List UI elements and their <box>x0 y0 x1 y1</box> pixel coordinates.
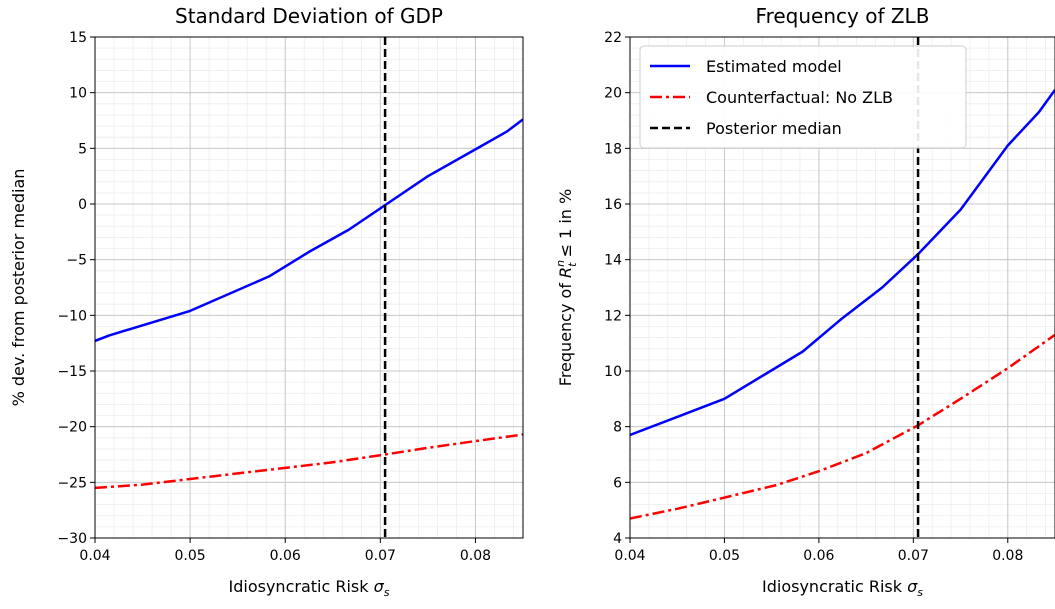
y-axis-label: % dev. from posterior median <box>9 169 28 407</box>
y-tick-label: 14 <box>604 253 622 269</box>
y-tick-label: 18 <box>604 141 622 157</box>
y-tick-label: 8 <box>613 420 622 436</box>
axes-frame <box>629 36 1055 539</box>
x-tick-label: 0.07 <box>365 548 396 564</box>
y-tick-label: −25 <box>57 475 87 491</box>
y-tick-label: 10 <box>69 86 87 102</box>
y-tick-label: 20 <box>604 86 622 102</box>
y-tick-label: 6 <box>613 475 622 491</box>
subplot-2: 0.04 0.05 0.06 0.07 0.08 4 6 8 10 12 14 16 18 20 22 Fre… <box>554 4 1055 599</box>
y-tick-label: −5 <box>66 253 87 269</box>
x-axis-label: Idiosyncratic Risk σs <box>229 577 390 599</box>
legend-label-1: Estimated model <box>706 57 842 76</box>
legend-label-2: Counterfactual: No ZLB <box>706 88 893 107</box>
y-tick-label: 4 <box>613 531 622 547</box>
series-line-2 <box>95 433 523 490</box>
series-line-1 <box>630 89 1055 437</box>
x-tick-label: 0.05 <box>709 548 740 564</box>
y-tick-label: 10 <box>604 364 622 380</box>
x-tick-label: 0.04 <box>614 548 645 564</box>
x-tick-label: 0.06 <box>270 548 301 564</box>
series-line-2 <box>630 333 1055 520</box>
y-tick-label: 22 <box>604 30 622 46</box>
plot-area <box>95 37 523 538</box>
axes-frame <box>94 36 524 539</box>
y-tick-label: −15 <box>57 364 87 380</box>
y-tick-label: −10 <box>57 308 87 324</box>
plot-area <box>630 37 1055 538</box>
y-tick-label: 16 <box>604 197 622 213</box>
y-tick-label: 0 <box>78 197 87 213</box>
x-tick-label: 0.07 <box>898 548 929 564</box>
x-tick-label: 0.04 <box>79 548 110 564</box>
x-axis-label: Idiosyncratic Risk σs <box>762 577 923 599</box>
legend-box <box>639 45 967 149</box>
y-tick-label: 12 <box>604 308 622 324</box>
series-line-1 <box>95 118 523 343</box>
x-tick-label: 0.05 <box>175 548 206 564</box>
legend: Estimated model Counterfactual: No ZLB Pos… <box>639 45 967 149</box>
chart-title: Standard Deviation of GDP <box>175 4 443 28</box>
legend-label-3: Posterior median <box>706 119 842 138</box>
subplot-1: 0.04 0.05 0.06 0.07 0.08 −30 −25 −20 −15 −10 −5 0 5 1… <box>9 4 524 599</box>
x-tick-label: 0.08 <box>992 548 1023 564</box>
y-tick-label: 15 <box>69 30 87 46</box>
y-axis-label: Frequency of Rnt ≤ 1 in % <box>554 189 579 386</box>
chart-title: Frequency of ZLB <box>756 4 930 28</box>
y-tick-label: −30 <box>57 531 87 547</box>
x-tick-label: 0.08 <box>460 548 491 564</box>
y-tick-label: −20 <box>57 420 87 436</box>
y-tick-label: 5 <box>78 141 87 157</box>
x-tick-label: 0.06 <box>803 548 834 564</box>
